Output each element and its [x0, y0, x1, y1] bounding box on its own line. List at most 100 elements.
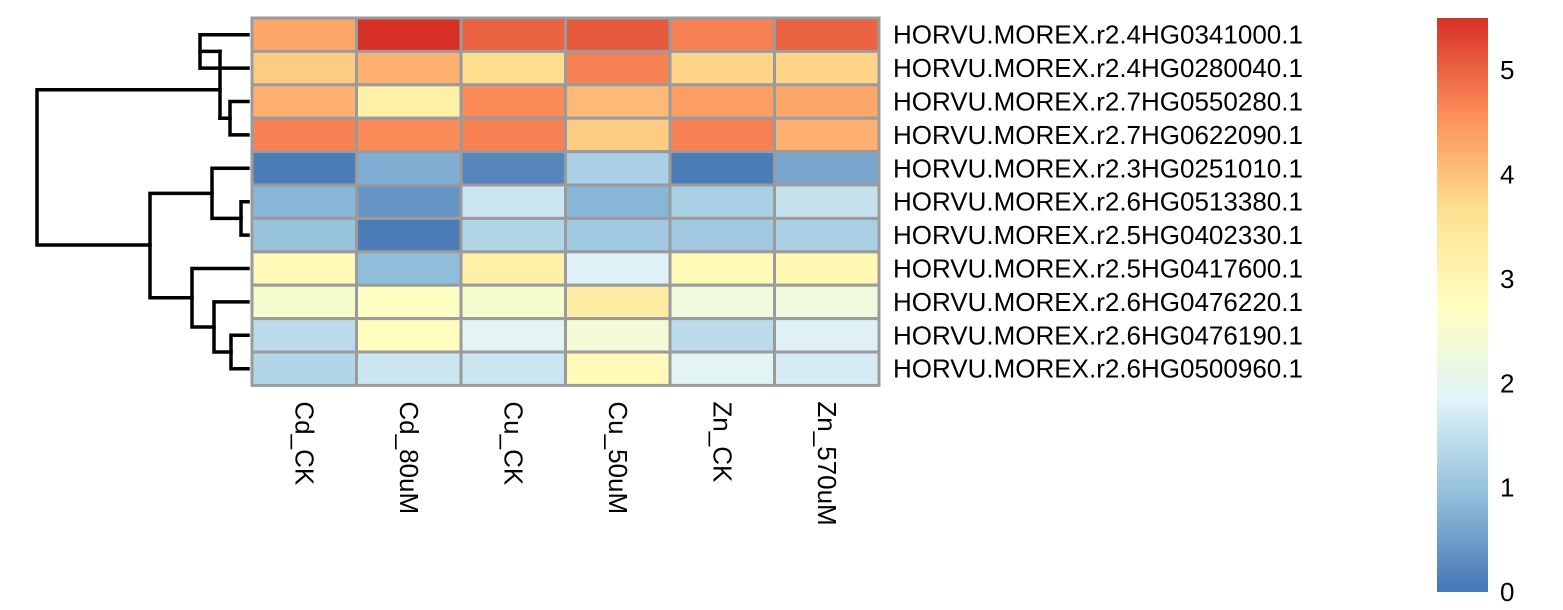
heatmap-cell — [250, 16, 358, 53]
heatmap-cell — [668, 83, 776, 120]
heatmap-cell — [355, 317, 463, 354]
row-label: HORVU.MOREX.r2.6HG0476220.1 — [893, 287, 1303, 317]
heatmap-cell — [355, 16, 463, 53]
row-label: HORVU.MOREX.r2.5HG0417600.1 — [893, 254, 1303, 284]
heatmap-cell — [668, 116, 776, 154]
colorbar-tick-label: 4 — [1500, 160, 1514, 190]
heatmap-cell — [459, 350, 567, 387]
column-label: Cu_50uM — [603, 401, 633, 514]
heatmap-cell — [564, 350, 672, 387]
heatmap-cell — [564, 83, 672, 120]
heatmap-cell — [668, 350, 776, 387]
heatmap-cell — [773, 216, 881, 254]
colorbar-tick-label: 0 — [1500, 577, 1514, 607]
heatmap-cell — [459, 150, 567, 187]
heatmap-cell — [459, 216, 567, 254]
row-label: HORVU.MOREX.r2.4HG0280040.1 — [893, 53, 1303, 83]
heatmap-cell — [564, 283, 672, 321]
heatmap-cell — [773, 116, 881, 154]
dendrogram-branch — [228, 99, 250, 137]
heatmap-cell — [773, 250, 881, 287]
colorbar-tick-label: 3 — [1500, 264, 1514, 294]
heatmap-cell — [564, 150, 672, 187]
row-label: HORVU.MOREX.r2.5HG0402330.1 — [893, 220, 1303, 250]
row-labels: HORVU.MOREX.r2.4HG0341000.1HORVU.MOREX.r… — [893, 20, 1303, 384]
heatmap-cell — [355, 116, 463, 154]
heatmap-cell — [355, 250, 463, 287]
heatmap-cell — [250, 150, 358, 187]
colorbar-gradient — [1437, 18, 1488, 592]
heatmap-cell — [459, 250, 567, 287]
row-label: HORVU.MOREX.r2.6HG0500960.1 — [893, 354, 1303, 384]
colorbar-tick-label: 5 — [1500, 55, 1514, 85]
colorbar-tick-label: 2 — [1500, 368, 1514, 398]
heatmap-cell — [773, 183, 881, 220]
heatmap-cell — [668, 283, 776, 321]
heatmap-cell — [250, 83, 358, 120]
heatmap-cell — [564, 250, 672, 287]
heatmap-cell — [564, 183, 672, 220]
heatmap-cell — [459, 83, 567, 120]
heatmap-cell — [668, 250, 776, 287]
dendrogram-branch — [148, 191, 214, 300]
row-label: HORVU.MOREX.r2.6HG0476190.1 — [893, 320, 1303, 350]
heatmap-cell — [564, 16, 672, 53]
heatmap-cell — [668, 49, 776, 87]
heatmap-cell — [355, 283, 463, 321]
heatmap-cell — [773, 49, 881, 87]
column-label: Cu_CK — [498, 401, 528, 485]
heatmap-cell — [773, 150, 881, 187]
heatmap-cell — [250, 216, 358, 254]
column-labels: Cd_CK Cd_80uM Cu_CK Cu_50uM Zn_CK Zn_570uM — [289, 401, 842, 525]
row-label: HORVU.MOREX.r2.4HG0341000.1 — [893, 20, 1303, 50]
heatmap-cell — [773, 283, 881, 321]
heatmap-cell — [355, 216, 463, 254]
heatmap-cell — [564, 317, 672, 354]
heatmap-cell — [459, 49, 567, 87]
heatmap-cell — [668, 183, 776, 220]
heatmap-cell — [773, 83, 881, 120]
row-label: HORVU.MOREX.r2.6HG0513380.1 — [893, 187, 1303, 217]
heatmap-cell — [355, 150, 463, 187]
heatmap-cell — [773, 16, 881, 53]
color-legend: 0 1 2 3 4 5 — [1437, 18, 1514, 607]
dendrogram-branch — [190, 266, 250, 329]
heatmap-cell — [459, 283, 567, 321]
heatmap-cell — [668, 216, 776, 254]
heatmap-cell — [773, 317, 881, 354]
dendrogram-branch — [35, 88, 197, 247]
heatmap-cell — [355, 83, 463, 120]
heatmap-cell — [564, 116, 672, 154]
row-dendrogram — [35, 32, 250, 371]
heatmap-cell — [250, 350, 358, 387]
heatmap-cell — [459, 116, 567, 154]
heatmap-cell — [250, 49, 358, 87]
heatmap-cell — [459, 16, 567, 53]
heatmap-cell — [459, 183, 567, 220]
heatmap-cell — [773, 350, 881, 387]
row-label: HORVU.MOREX.r2.3HG0251010.1 — [893, 153, 1303, 183]
heatmap-cell — [564, 216, 672, 254]
column-label: Cd_80uM — [394, 401, 424, 514]
column-label: Cd_CK — [289, 401, 319, 485]
heatmap-cell — [355, 350, 463, 387]
heatmap-cell — [459, 317, 567, 354]
heatmap-cell — [250, 183, 358, 220]
heatmap-cell — [250, 116, 358, 154]
heatmap-cell — [250, 283, 358, 321]
column-label: Zn_570uM — [812, 401, 842, 525]
heatmap-cell — [355, 183, 463, 220]
heatmap-cell — [564, 49, 672, 87]
heatmap-cell — [250, 317, 358, 354]
heatmap-cell — [668, 317, 776, 354]
heatmap-cells — [250, 16, 881, 387]
row-label: HORVU.MOREX.r2.7HG0550280.1 — [893, 87, 1303, 117]
row-label: HORVU.MOREX.r2.7HG0622090.1 — [893, 120, 1303, 150]
heatmap-cell — [668, 150, 776, 187]
heatmap-cell — [668, 16, 776, 53]
dendrogram-branch — [229, 333, 250, 371]
colorbar-tick-label: 1 — [1500, 473, 1514, 503]
heatmap-cell — [250, 250, 358, 287]
column-label: Zn_CK — [707, 401, 737, 483]
